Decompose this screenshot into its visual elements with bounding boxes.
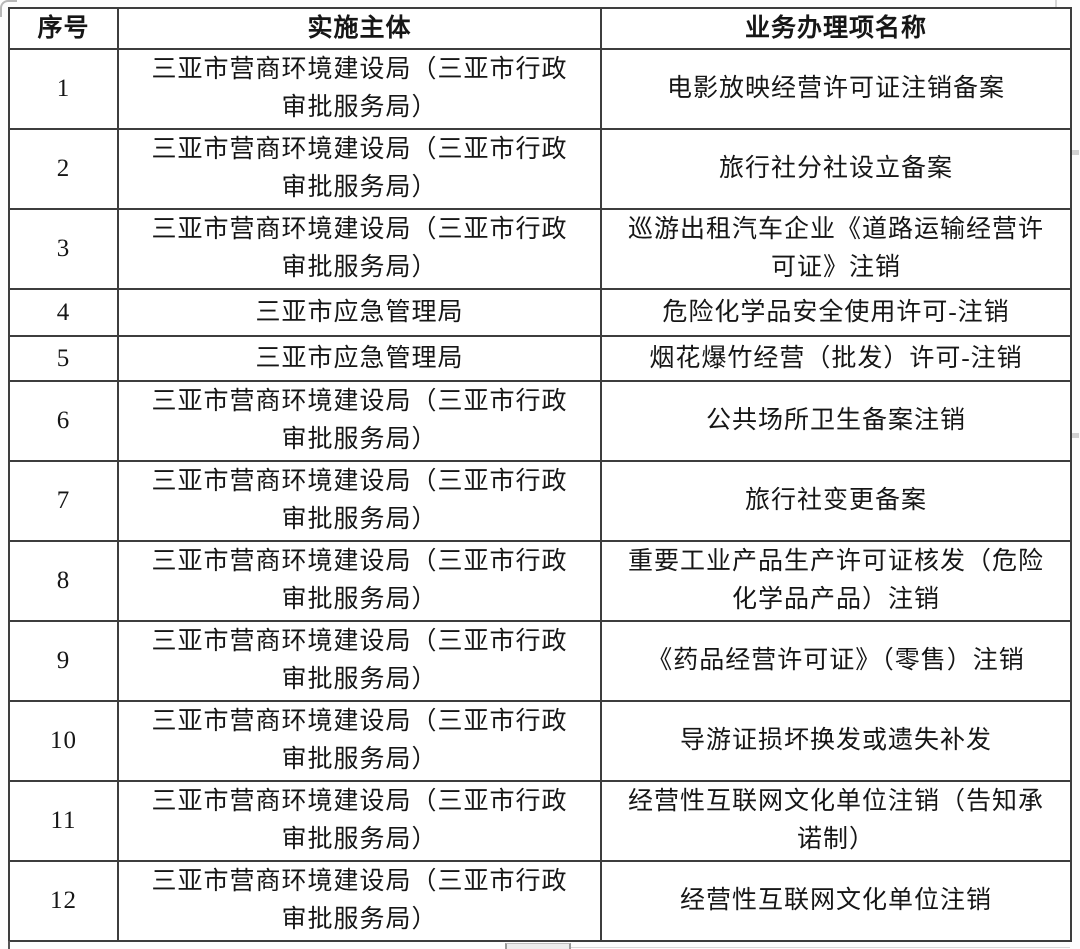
- entity-cell: 三亚市营商环境建设局（三亚市行政审批服务局）: [117, 380, 602, 462]
- item-text: 巡游出租汽车企业《道路运输经营许可证》注销: [627, 216, 1044, 281]
- item-text: 危险化学品安全使用许可-注销: [662, 298, 1010, 326]
- col-header-entity: 实施主体: [117, 7, 602, 50]
- entity-cell: 三亚市营商环境建设局（三亚市行政审批服务局）: [117, 700, 602, 782]
- table-row: 10 三亚市营商环境建设局（三亚市行政审批服务局） 导游证损坏换发或遗失补发: [8, 700, 1072, 782]
- table-row: 3 三亚市营商环境建设局（三亚市行政审批服务局） 巡游出租汽车企业《道路运输经营…: [8, 208, 1072, 290]
- table-row: 4 三亚市应急管理局 危险化学品安全使用许可-注销: [8, 288, 1072, 337]
- row-index: 8: [8, 540, 119, 622]
- table-row: 7 三亚市营商环境建设局（三亚市行政审批服务局） 旅行社变更备案: [8, 460, 1072, 542]
- entity-cell: 三亚市应急管理局: [117, 335, 602, 382]
- entity-cell: 三亚市营商环境建设局（三亚市行政审批服务局）: [117, 460, 602, 542]
- row-index: 2: [8, 128, 119, 210]
- entity-text: 三亚市营商环境建设局（三亚市行政审批服务局）: [151, 708, 568, 773]
- item-text: 旅行社变更备案: [744, 487, 927, 514]
- table-row: 1 三亚市营商环境建设局（三亚市行政审批服务局） 电影放映经营许可证注销备案: [8, 48, 1072, 130]
- header-row: 序号 实施主体 业务办理项名称: [8, 7, 1072, 50]
- item-cell: 危险化学品安全使用许可-注销: [600, 288, 1072, 337]
- entity-text: 三亚市营商环境建设局（三亚市行政审批服务局）: [151, 216, 568, 281]
- row-index: 9: [8, 620, 119, 702]
- entity-cell: 三亚市营商环境建设局（三亚市行政审批服务局）: [117, 128, 602, 210]
- item-cell: 经营性互联网文化单位注销: [600, 860, 1072, 942]
- partial-next-row-cell: [505, 943, 571, 949]
- item-text: 旅行社分社设立备案: [718, 155, 953, 182]
- table-row: 2 三亚市营商环境建设局（三亚市行政审批服务局） 旅行社分社设立备案: [8, 128, 1072, 210]
- entity-cell: 三亚市营商环境建设局（三亚市行政审批服务局）: [117, 780, 602, 862]
- row-index: 1: [8, 48, 119, 130]
- entity-cell: 三亚市应急管理局: [117, 288, 602, 337]
- item-cell: 旅行社变更备案: [600, 460, 1072, 542]
- col-header-index: 序号: [8, 7, 119, 50]
- item-cell: 公共场所卫生备案注销: [600, 380, 1072, 462]
- item-text: 电影放映经营许可证注销备案: [666, 75, 1005, 102]
- partial-next-row-left-border: [8, 941, 10, 949]
- entity-text: 三亚市营商环境建设局（三亚市行政审批服务局）: [151, 468, 568, 533]
- entity-text: 三亚市营商环境建设局（三亚市行政审批服务局）: [151, 868, 568, 933]
- item-text: 导游证损坏换发或遗失补发: [679, 727, 992, 754]
- entity-cell: 三亚市营商环境建设局（三亚市行政审批服务局）: [117, 620, 602, 702]
- row-index: 10: [8, 700, 119, 782]
- item-text: 烟花爆竹经营（批发）许可-注销: [649, 344, 1023, 372]
- entity-text: 三亚市营商环境建设局（三亚市行政审批服务局）: [151, 788, 568, 853]
- row-index: 4: [8, 288, 119, 337]
- col-header-item: 业务办理项名称: [600, 7, 1072, 50]
- table-row: 12 三亚市营商环境建设局（三亚市行政审批服务局） 经营性互联网文化单位注销: [8, 860, 1072, 942]
- entity-text: 三亚市营商环境建设局（三亚市行政审批服务局）: [151, 388, 568, 453]
- item-cell: 导游证损坏换发或遗失补发: [600, 700, 1072, 782]
- item-text: 经营性互联网文化单位注销: [679, 887, 992, 914]
- entity-cell: 三亚市营商环境建设局（三亚市行政审批服务局）: [117, 48, 602, 130]
- entity-cell: 三亚市营商环境建设局（三亚市行政审批服务局）: [117, 208, 602, 290]
- entity-text: 三亚市营商环境建设局（三亚市行政审批服务局）: [151, 628, 568, 693]
- scan-corner-artifact: [0, 0, 17, 17]
- item-cell: 经营性互联网文化单位注销（告知承诺制）: [600, 780, 1072, 862]
- item-cell: 烟花爆竹经营（批发）许可-注销: [600, 335, 1072, 382]
- entity-text: 三亚市应急管理局: [255, 344, 464, 372]
- table-row: 6 三亚市营商环境建设局（三亚市行政审批服务局） 公共场所卫生备案注销: [8, 380, 1072, 462]
- services-table: 序号 实施主体 业务办理项名称 1 三亚市营商环境建设局（三亚市行政审批服务局）…: [8, 7, 1072, 942]
- row-index: 11: [8, 780, 119, 862]
- row-index: 7: [8, 460, 119, 542]
- row-index: 6: [8, 380, 119, 462]
- scan-edge-tick-right-1: [1071, 150, 1079, 155]
- row-index: 3: [8, 208, 119, 290]
- table-row: 11 三亚市营商环境建设局（三亚市行政审批服务局） 经营性互联网文化单位注销（告…: [8, 780, 1072, 862]
- row-index: 12: [8, 860, 119, 942]
- item-cell: 电影放映经营许可证注销备案: [600, 48, 1072, 130]
- table-row: 8 三亚市营商环境建设局（三亚市行政审批服务局） 重要工业产品生产许可证核发（危…: [8, 540, 1072, 622]
- partial-next-row-line: [571, 947, 1070, 948]
- entity-cell: 三亚市营商环境建设局（三亚市行政审批服务局）: [117, 540, 602, 622]
- scan-edge-tick-right-2: [1071, 433, 1079, 438]
- table-row: 9 三亚市营商环境建设局（三亚市行政审批服务局） 《药品经营许可证》（零售）注销: [8, 620, 1072, 702]
- scan-edge-tick-top: [1055, 0, 1057, 7]
- item-cell: 巡游出租汽车企业《道路运输经营许可证》注销: [600, 208, 1072, 290]
- entity-text: 三亚市营商环境建设局（三亚市行政审批服务局）: [151, 56, 568, 121]
- item-text: 公共场所卫生备案注销: [705, 407, 966, 434]
- item-text: 重要工业产品生产许可证核发（危险化学品产品）注销: [627, 548, 1044, 613]
- table-row: 5 三亚市应急管理局 烟花爆竹经营（批发）许可-注销: [8, 335, 1072, 382]
- entity-cell: 三亚市营商环境建设局（三亚市行政审批服务局）: [117, 860, 602, 942]
- entity-text: 三亚市营商环境建设局（三亚市行政审批服务局）: [151, 136, 568, 201]
- item-cell: 《药品经营许可证》（零售）注销: [600, 620, 1072, 702]
- item-cell: 旅行社分社设立备案: [600, 128, 1072, 210]
- entity-text: 三亚市营商环境建设局（三亚市行政审批服务局）: [151, 548, 568, 613]
- row-index: 5: [8, 335, 119, 382]
- item-text: 《药品经营许可证》（零售）注销: [647, 647, 1025, 674]
- item-cell: 重要工业产品生产许可证核发（危险化学品产品）注销: [600, 540, 1072, 622]
- entity-text: 三亚市应急管理局: [255, 298, 464, 326]
- item-text: 经营性互联网文化单位注销（告知承诺制）: [627, 788, 1044, 853]
